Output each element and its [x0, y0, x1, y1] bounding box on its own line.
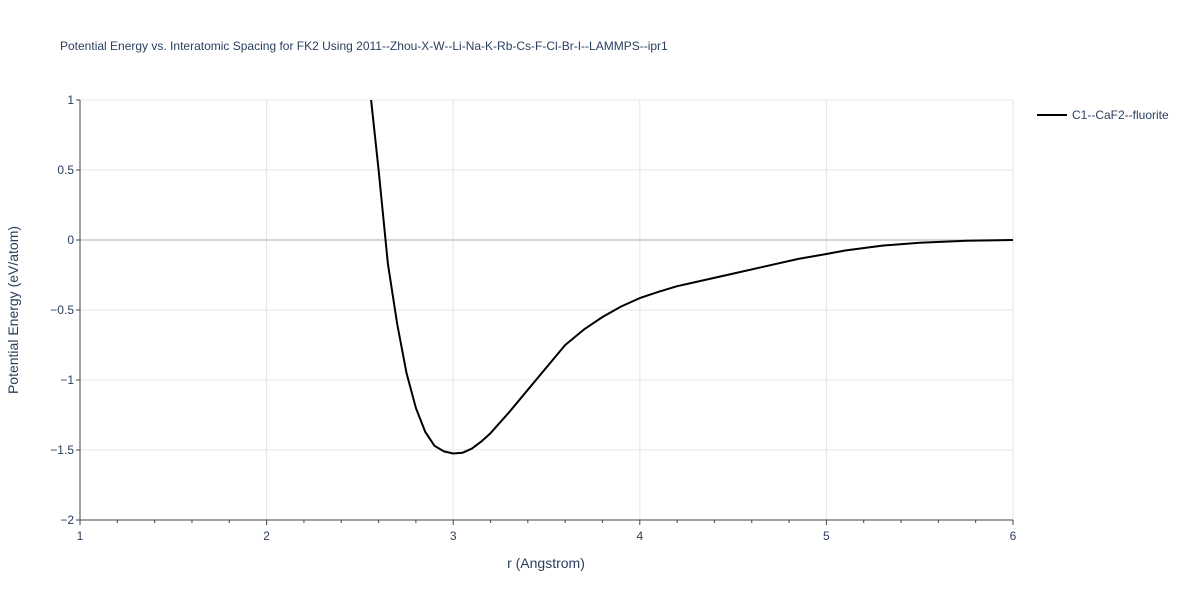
- x-tick-label: 5: [823, 529, 830, 543]
- legend[interactable]: C1--CaF2--fluorite: [1037, 108, 1169, 122]
- y-tick-label: −0.5: [50, 303, 74, 317]
- x-tick-label: 3: [450, 529, 457, 543]
- y-tick-label: −1: [60, 373, 74, 387]
- y-tick-label: 0.5: [57, 163, 74, 177]
- chart-title: Potential Energy vs. Interatomic Spacing…: [60, 39, 668, 53]
- y-axis-title: Potential Energy (eV/atom): [5, 226, 21, 394]
- legend-label: C1--CaF2--fluorite: [1072, 108, 1169, 122]
- series-layer: [370, 99, 1014, 455]
- grid-layer: [80, 99, 1014, 520]
- x-tick-label: 6: [1010, 529, 1017, 543]
- y-tick-label: −2: [60, 513, 74, 527]
- y-tick-label: −1.5: [50, 443, 74, 457]
- y-tick-label: 0: [67, 233, 74, 247]
- x-tick-label: 4: [636, 529, 643, 543]
- y-tick-label: 1: [67, 93, 74, 107]
- x-tick-label: 1: [77, 529, 84, 543]
- x-tick-label: 2: [263, 529, 270, 543]
- axis-layer: 1 2 3 4 5 6 −2 −1.5 −1 −0.5 0 0.5 1: [50, 93, 1016, 543]
- x-axis-title: r (Angstrom): [507, 555, 585, 571]
- series-line: [370, 99, 1014, 455]
